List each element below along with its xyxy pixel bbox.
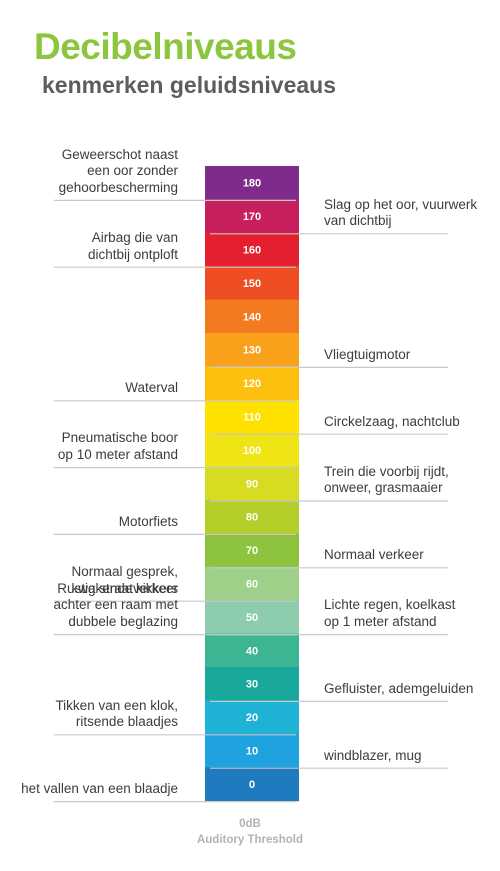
band-50 <box>205 600 299 635</box>
band-value-80: 80 <box>246 512 258 524</box>
right-label-170: Slag op het oor, vuurwerk van dichtbij <box>324 196 478 229</box>
band-value-110: 110 <box>243 412 261 424</box>
band-value-130: 130 <box>243 345 261 357</box>
right-label-50: Lichte regen, koelkast op 1 meter afstan… <box>324 597 456 629</box>
band-value-180: 180 <box>243 178 261 190</box>
left-label-0: het vallen van een blaadje <box>21 781 178 796</box>
page-subtitle: kenmerken geluidsniveaus <box>42 72 337 98</box>
band-value-170: 170 <box>243 211 261 223</box>
band-130 <box>205 333 299 367</box>
right-label-90: Trein die voorbij rijdt, onweer, grasmaa… <box>324 463 449 496</box>
band-value-90: 90 <box>246 478 258 490</box>
band-90 <box>205 466 299 501</box>
left-label-100: Pneumatische boor op 10 meter afstand <box>57 430 178 462</box>
band-value-60: 60 <box>246 579 258 591</box>
band-40 <box>205 633 299 668</box>
band-value-30: 30 <box>246 679 258 691</box>
band-100 <box>205 433 299 468</box>
threshold-value: 0dB <box>239 818 261 830</box>
right-label-70: Normaal verkeer <box>324 547 424 563</box>
band-value-140: 140 <box>243 311 261 323</box>
band-value-20: 20 <box>246 712 258 724</box>
band-value-10: 10 <box>246 746 258 758</box>
right-label-110: Circkelzaag, nachtclub <box>324 413 460 429</box>
band-value-50: 50 <box>246 612 258 624</box>
band-80 <box>205 500 299 534</box>
band-value-100: 100 <box>243 445 261 457</box>
band-160 <box>205 232 299 267</box>
left-label-180: Geweerschot naast een oor zonder gehoorb… <box>58 146 178 195</box>
band-10 <box>205 733 299 768</box>
band-value-150: 150 <box>243 278 261 290</box>
left-label-160: Airbag die van dichtbij ontploft <box>87 230 178 262</box>
band-70 <box>205 533 299 568</box>
band-140 <box>205 299 299 334</box>
band-60 <box>205 566 299 601</box>
right-label-30: Gefluister, ademgeluiden <box>324 680 474 696</box>
left-label-60: Normaal gesprek, kwakende kikkers <box>71 564 178 596</box>
band-0 <box>205 767 299 802</box>
threshold-label: Auditory Threshold <box>196 834 304 846</box>
band-value-40: 40 <box>246 645 258 657</box>
band-120 <box>205 366 299 401</box>
right-label-130: Vliegtuigmotor <box>324 346 411 362</box>
band-30 <box>205 667 299 701</box>
band-180 <box>205 166 299 200</box>
band-value-0: 0 <box>249 779 255 791</box>
page-title: Decibelniveaus <box>34 26 297 67</box>
left-label-20: Tikken van een klok, ritsende blaadjes <box>55 697 178 730</box>
decibel-bands: 1801701601501401301201101009080706050403… <box>205 166 299 802</box>
band-value-70: 70 <box>246 545 258 557</box>
left-label-50: Rustig straatverkeer achter een raam met… <box>53 580 178 629</box>
band-20 <box>205 700 299 735</box>
right-label-10: windblazer, mug <box>324 747 422 763</box>
band-150 <box>205 266 299 301</box>
band-110 <box>205 399 299 434</box>
left-label-120: Waterval <box>125 380 178 396</box>
band-170 <box>205 199 299 234</box>
leader-lines <box>54 199 448 803</box>
left-label-80: Motorfiets <box>118 513 178 529</box>
band-value-160: 160 <box>243 245 261 257</box>
band-value-120: 120 <box>243 378 261 390</box>
